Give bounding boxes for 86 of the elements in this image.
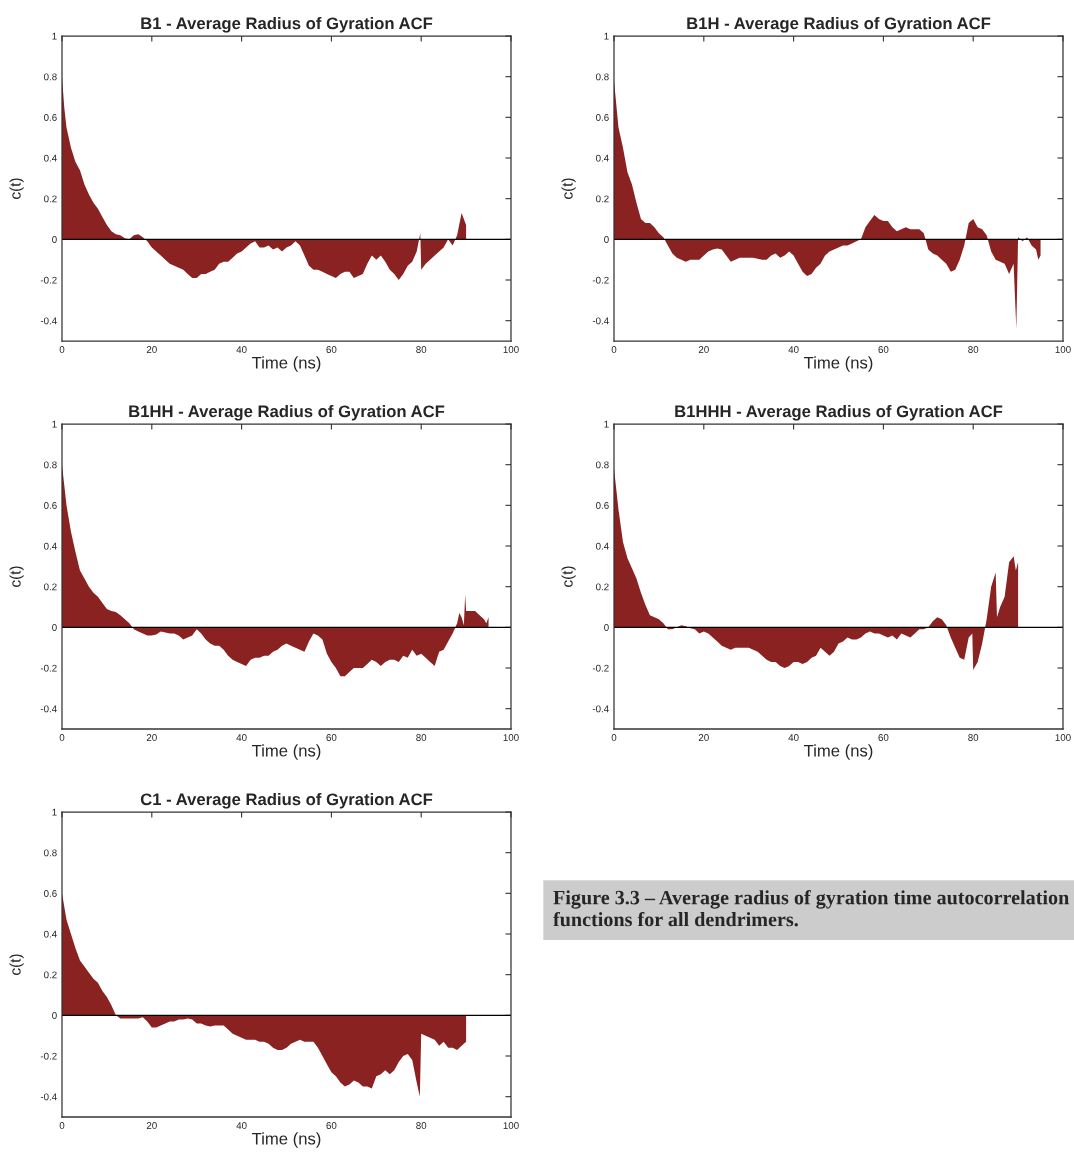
x-tick-label: 80 bbox=[968, 734, 979, 741]
y-tick-label: -0.4 bbox=[40, 1093, 57, 1101]
x-tick-label: 20 bbox=[146, 734, 157, 741]
y-tick-label: -0.2 bbox=[40, 664, 57, 672]
x-tick-label: 40 bbox=[236, 1122, 247, 1129]
y-tick-label: 0.8 bbox=[596, 73, 609, 81]
x-tick-label: 80 bbox=[416, 1122, 427, 1129]
y-tick-label: -0.4 bbox=[592, 705, 609, 713]
y-axis-title: c(t) bbox=[9, 954, 24, 975]
x-tick-label: 100 bbox=[1055, 734, 1071, 741]
y-tick-label: 0.8 bbox=[596, 461, 609, 469]
y-tick-label: 0.8 bbox=[44, 73, 57, 81]
x-tick-label: 20 bbox=[698, 734, 709, 741]
y-tick-label: 0 bbox=[604, 236, 609, 243]
y-tick-label: 1 bbox=[604, 32, 609, 40]
x-tick-label: 100 bbox=[503, 1122, 519, 1129]
y-tick-label: 0.4 bbox=[596, 542, 609, 550]
y-tick-label: -0.2 bbox=[592, 664, 609, 672]
y-tick-label: 0.2 bbox=[596, 195, 609, 203]
x-tick-label: 60 bbox=[326, 734, 337, 741]
x-tick-label: 100 bbox=[503, 346, 519, 353]
x-tick-label: 40 bbox=[236, 734, 247, 741]
x-axis-title: Time (ns) bbox=[252, 356, 321, 372]
y-tick-label: 0.8 bbox=[44, 461, 57, 469]
x-tick-label: 0 bbox=[611, 734, 617, 741]
x-tick-label: 20 bbox=[698, 346, 709, 353]
x-tick-label: 60 bbox=[326, 1122, 337, 1129]
caption: Figure 3.3 – Average radius of gyration time autocorrelation functions for all dendrimers. bbox=[553, 890, 1069, 927]
y-tick-label: 0.2 bbox=[596, 583, 609, 591]
y-axis-title: c(t) bbox=[9, 566, 24, 587]
x-tick-label: 0 bbox=[59, 734, 65, 741]
x-tick-label: 0 bbox=[611, 346, 617, 353]
chart-title: B1HH - Average Radius of Gyration ACF bbox=[129, 404, 445, 421]
x-tick-label: 80 bbox=[968, 346, 979, 353]
y-tick-label: 0.6 bbox=[44, 502, 57, 509]
x-tick-label: 40 bbox=[236, 346, 247, 353]
x-tick-label: 40 bbox=[788, 346, 799, 353]
x-tick-label: 0 bbox=[59, 1122, 65, 1129]
y-tick-label: -0.2 bbox=[40, 1052, 57, 1060]
x-tick-label: 100 bbox=[503, 734, 519, 741]
x-tick-label: 100 bbox=[1055, 346, 1071, 353]
chart-title: B1HHH - Average Radius of Gyration ACF bbox=[675, 404, 1003, 421]
y-tick-label: 0.2 bbox=[44, 195, 57, 203]
chart-title: B1H - Average Radius of Gyration ACF bbox=[687, 16, 991, 33]
x-tick-label: 60 bbox=[878, 346, 889, 353]
chart-title: C1 - Average Radius of Gyration ACF bbox=[140, 792, 433, 809]
y-tick-label: -0.4 bbox=[592, 317, 609, 325]
y-axis-title: c(t) bbox=[561, 566, 576, 587]
y-tick-label: 0.6 bbox=[44, 114, 57, 121]
chart-title: B1 - Average Radius of Gyration ACF bbox=[141, 16, 433, 33]
y-tick-label: 1 bbox=[52, 32, 57, 40]
y-tick-label: -0.2 bbox=[40, 276, 57, 284]
y-axis-title: c(t) bbox=[561, 178, 576, 199]
y-tick-label: 0.4 bbox=[44, 542, 57, 550]
x-axis-title: Time (ns) bbox=[804, 744, 873, 760]
y-tick-label: 0 bbox=[52, 624, 57, 631]
y-tick-label: -0.2 bbox=[592, 276, 609, 284]
y-tick-label: 1 bbox=[604, 420, 609, 428]
y-tick-label: 0.6 bbox=[44, 890, 57, 897]
y-tick-label: -0.4 bbox=[40, 705, 57, 713]
y-tick-label: 0 bbox=[52, 1012, 57, 1019]
x-tick-label: 80 bbox=[416, 734, 427, 741]
y-tick-label: 1 bbox=[52, 808, 57, 816]
y-tick-label: -0.4 bbox=[40, 317, 57, 325]
y-tick-label: 1 bbox=[52, 420, 57, 428]
x-axis-title: Time (ns) bbox=[252, 1132, 321, 1148]
x-tick-label: 40 bbox=[788, 734, 799, 741]
y-tick-label: 0.4 bbox=[44, 930, 57, 938]
x-tick-label: 20 bbox=[146, 346, 157, 353]
y-tick-label: 0.6 bbox=[596, 502, 609, 509]
y-tick-label: 0.4 bbox=[596, 154, 609, 162]
y-axis-title: c(t) bbox=[9, 178, 24, 199]
y-tick-label: 0 bbox=[52, 236, 57, 243]
y-tick-label: 0.4 bbox=[44, 154, 57, 162]
y-tick-label: 0 bbox=[604, 624, 609, 631]
y-tick-label: 0.8 bbox=[44, 849, 57, 857]
x-tick-label: 60 bbox=[878, 734, 889, 741]
y-tick-label: 0.2 bbox=[44, 583, 57, 591]
x-axis-title: Time (ns) bbox=[252, 744, 321, 760]
x-tick-label: 80 bbox=[416, 346, 427, 353]
y-tick-label: 0.2 bbox=[44, 971, 57, 979]
x-tick-label: 20 bbox=[146, 1122, 157, 1129]
x-axis-title: Time (ns) bbox=[804, 356, 873, 372]
y-tick-label: 0.6 bbox=[596, 114, 609, 121]
x-tick-label: 0 bbox=[59, 346, 65, 353]
x-tick-label: 60 bbox=[326, 346, 337, 353]
